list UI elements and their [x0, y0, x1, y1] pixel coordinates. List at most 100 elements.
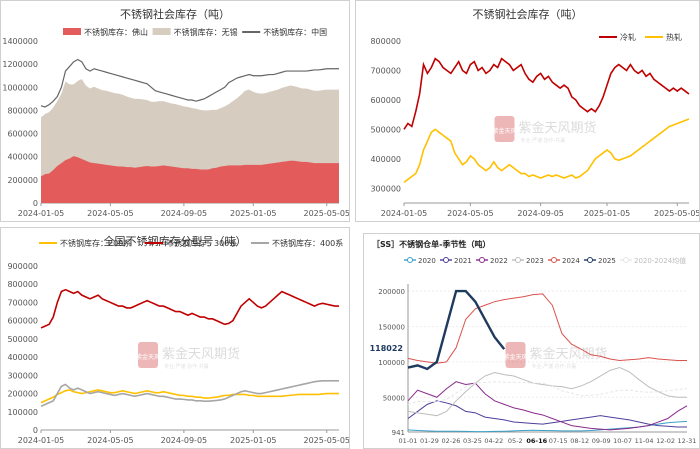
x-tick-label: 11-04	[635, 437, 654, 445]
x-tick-label: 2025-01-05	[230, 436, 277, 445]
legend-label: 2020-2024均值	[634, 256, 686, 265]
x-tick-label: 12-02	[656, 437, 675, 445]
y-tick-label: 941	[392, 429, 405, 437]
series-line-2023	[407, 367, 687, 417]
series-line-2024	[407, 293, 687, 364]
y-tick-label: 400000	[370, 155, 401, 164]
legend-label: 2023	[526, 257, 544, 265]
y-tick-label: 1200000	[2, 60, 38, 69]
chart-panel-social-inventory-regions: 不锈钢社会库存（吨） 不锈钢库存：佛山 不锈钢库存：无锡 不锈钢库存：中国 0 20000…	[0, 0, 350, 222]
chart-panel-cold-hot-rolled: 不锈钢社会库存（吨） 冷轧 热轧 300000 400000 500000 600000 70…	[355, 0, 700, 222]
x-tick-label: 03-25	[463, 437, 482, 445]
y-tick-label: 1400000	[2, 37, 38, 46]
legend-label: 不锈钢库存：中国	[263, 27, 327, 37]
y-tick-label: 100000	[378, 359, 405, 367]
x-tick-label: 2025-05-05	[304, 209, 349, 218]
y-tick-label: 1000000	[2, 83, 38, 92]
x-tick-label: 2025-05-05	[304, 436, 349, 445]
x-tick-label: 01-29	[420, 437, 439, 445]
series-line-400系	[40, 380, 339, 408]
x-tick-label: 2024-01-05	[18, 209, 65, 218]
chart-title: 全国不锈钢库存分型号（吨）	[104, 234, 247, 248]
x-tick-label: 2024-01-05	[381, 209, 428, 218]
y-tick-label: 200000	[7, 390, 38, 399]
y-tick-label: 400000	[7, 353, 38, 362]
x-tick-label: 06-16	[526, 437, 547, 445]
watermark-slogan: 专业·严谨·协作·共赢	[164, 363, 209, 370]
x-tick-label: 07-15	[549, 437, 568, 445]
series-area-foshan	[41, 156, 339, 203]
series-line-冷轧	[403, 57, 690, 130]
chart-panel-warehouse-receipts-seasonal: ［SS］不锈钢仓单-季节性（吨） 2020 2021 2022 2023 2024 2025…	[363, 233, 700, 449]
x-tick-label: 2025-05-05	[654, 209, 699, 218]
series-line-300系	[40, 288, 339, 329]
x-tick-label: 08-12	[570, 437, 589, 445]
x-tick-label: 2024-01-05	[18, 436, 65, 445]
series-line-2025	[407, 289, 506, 371]
legend-label: 冷轧	[620, 32, 636, 42]
legend-label: 2021	[454, 257, 472, 265]
watermark-slogan: 专业·严谨·协作·共赢	[521, 137, 566, 144]
y-tick-label: 200000	[7, 176, 38, 185]
legend-marker	[443, 257, 449, 263]
y-tick-label: 700000	[370, 66, 401, 75]
series-line-热轧	[403, 118, 690, 184]
watermark-brand: 紫金天风期货	[530, 346, 608, 362]
y-tick-label: 300000	[370, 184, 401, 193]
y-tick-label: 300000	[7, 371, 38, 380]
y-tick-label: 600000	[7, 130, 38, 139]
watermark-seal-text: 紫金天风	[136, 353, 160, 361]
legend: 2020 2021 2022 2023 2024 2025 2020-2024均值	[404, 256, 686, 265]
legend-marker	[407, 257, 413, 263]
legend-label: 不锈钢库存：佛山	[84, 27, 148, 37]
chart-title: 不锈钢社会库存（吨）	[473, 7, 583, 21]
x-tick-label: 2025-01-05	[230, 209, 277, 218]
watermark-seal	[505, 342, 526, 368]
current-value-label: 118022	[370, 344, 403, 353]
x-tick-label: 2024-05-05	[87, 436, 134, 445]
y-tick-label: 0	[33, 199, 38, 208]
watermark-brand: 紫金天风期货	[162, 346, 240, 362]
y-tick-label: 0	[33, 426, 38, 435]
x-tick-label: 2025-01-05	[584, 209, 631, 218]
y-tick-label: 500000	[7, 335, 38, 344]
x-tick-label: 2024-05-05	[87, 209, 134, 218]
y-tick-label: 700000	[7, 298, 38, 307]
x-tick-label: 02-26	[441, 437, 460, 445]
watermark-seal-text: 紫金天风	[503, 353, 527, 361]
y-tick-label: 200000	[378, 288, 405, 296]
legend-label: 不锈钢库存：400系	[272, 238, 343, 248]
watermark: 紫金天风紫金天风期货专业·严谨·协作·共赢	[492, 116, 597, 144]
y-tick-label: 600000	[7, 317, 38, 326]
x-tick-label: 09-09	[592, 437, 611, 445]
legend: 不锈钢库存：佛山 不锈钢库存：无锡 不锈钢库存：中国	[63, 27, 327, 37]
watermark-seal-text: 紫金天风	[492, 127, 516, 135]
chart-regional-inventory: 不锈钢社会库存（吨） 不锈钢库存：佛山 不锈钢库存：无锡 不锈钢库存：中国 0 20000…	[2, 7, 349, 218]
legend-label: 2022	[490, 257, 508, 265]
legend: 不锈钢库存：200系 不锈钢库存：300系 不锈钢库存：400系	[39, 238, 343, 248]
watermark: 紫金天风紫金天风期货专业·严谨·协作·共赢	[503, 342, 608, 370]
legend-label: 2025	[598, 257, 616, 265]
current-value-box	[364, 342, 404, 355]
legend-label: 2020	[418, 257, 436, 265]
legend-label: 不锈钢库存：200系	[60, 238, 131, 248]
x-tick-label: 05-2	[508, 437, 523, 445]
legend-swatch	[63, 28, 81, 35]
x-tick-label: 2024-09-05	[517, 209, 564, 218]
legend-label: 2024	[562, 257, 580, 265]
legend-marker	[623, 257, 629, 263]
legend-marker	[515, 257, 521, 263]
legend-label: 热轧	[666, 32, 682, 42]
x-tick-label: 10-07	[613, 437, 632, 445]
y-tick-label: 800000	[370, 37, 401, 46]
x-tick-label: 2024-09-05	[161, 209, 208, 218]
x-tick-label: 2024-05-05	[447, 209, 494, 218]
chart-cold-hot-rolled: 不锈钢社会库存（吨） 冷轧 热轧 300000 400000 500000 600000 70…	[370, 7, 699, 218]
legend-label: 不锈钢库存：300系	[166, 238, 237, 248]
watermark: 紫金天风紫金天风期货专业·严谨·协作·共赢	[136, 342, 240, 370]
series-line-2022	[407, 381, 688, 431]
chart-warehouse-receipts-seasonal: ［SS］不锈钢仓单-季节性（吨） 2020 2021 2022 2023 2024 2025…	[364, 239, 696, 445]
series-line-200系	[40, 389, 339, 404]
series-line-2020-2024均值	[407, 381, 688, 405]
